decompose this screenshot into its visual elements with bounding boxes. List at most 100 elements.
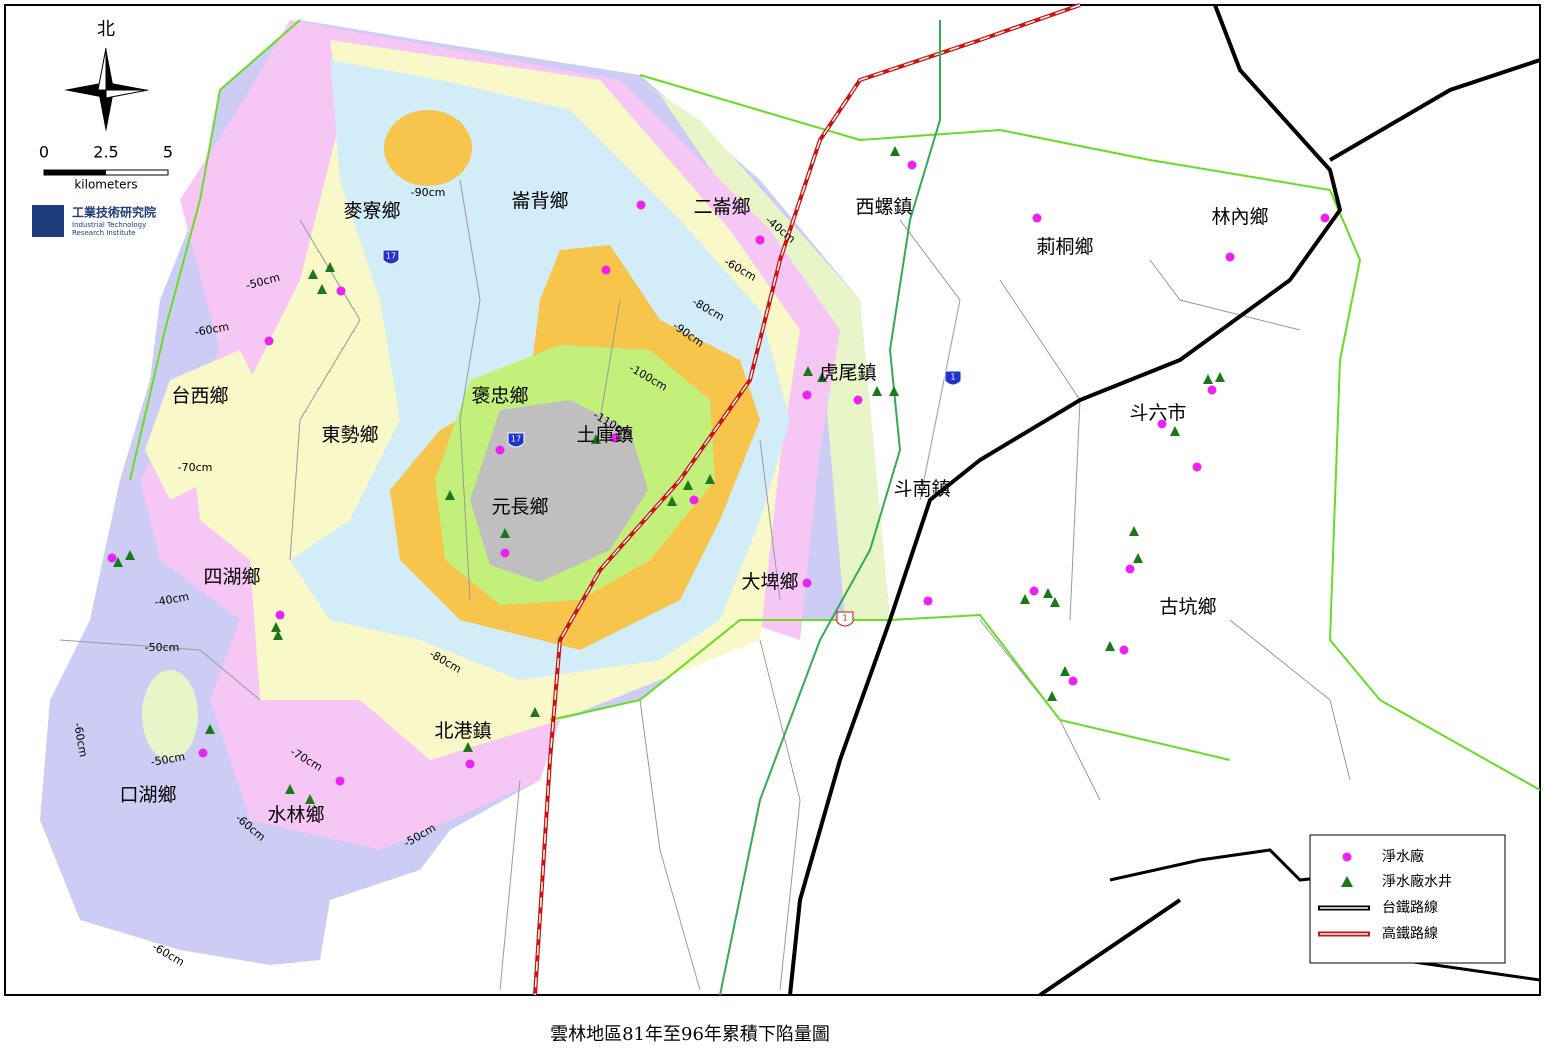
legend-box	[1309, 834, 1506, 964]
scale-tick: 2.5	[93, 143, 118, 162]
water-well-marker	[1060, 666, 1070, 676]
compass: 北	[64, 19, 149, 132]
township-label: 西螺鎮	[855, 196, 912, 218]
water-well-marker	[285, 784, 295, 794]
zone-orange-north	[384, 110, 472, 186]
water-well-marker	[1047, 691, 1057, 701]
water-well-marker	[1170, 426, 1180, 436]
township-label: 口湖鄉	[119, 784, 176, 806]
road-shield-label: 1	[842, 614, 847, 623]
township-label: 四湖鄉	[203, 566, 260, 588]
legend-label: 淨水廠	[1382, 848, 1424, 865]
water-plant-marker	[802, 578, 812, 588]
water-plant-marker	[755, 235, 765, 245]
water-well-marker	[683, 480, 693, 490]
water-well-marker	[445, 490, 455, 500]
water-plant-marker	[495, 445, 505, 455]
water-plant-marker	[907, 160, 917, 170]
water-well-marker	[271, 622, 281, 632]
water-well-marker	[889, 386, 899, 396]
water-plant-marker	[636, 200, 646, 210]
logo: 工業技術研究院 Industrial Technology Research I…	[32, 205, 156, 237]
highway	[719, 20, 941, 996]
scale-bar-segment	[44, 170, 106, 175]
compass-needle	[97, 47, 107, 91]
water-plant-marker	[465, 759, 475, 769]
contour-label: -40cm	[154, 590, 190, 609]
road-shield-label: 17	[386, 252, 396, 261]
township-label: 北港鎮	[434, 720, 491, 742]
water-plant-marker	[1029, 586, 1039, 596]
logo-english: Industrial Technology	[72, 221, 146, 229]
water-plant-marker	[689, 495, 699, 505]
tra-line	[788, 4, 1343, 996]
water-plant-marker	[601, 265, 611, 275]
caption: 雲林地區81年至96年累積下陷量圖	[550, 1024, 830, 1045]
water-plant-marker	[609, 433, 619, 443]
water-plant-marker	[853, 395, 863, 405]
facility-markers	[107, 146, 1330, 804]
road-shield-label: 1	[950, 373, 955, 382]
scale-tick: 5	[163, 143, 173, 162]
water-well-marker	[113, 557, 123, 567]
water-well-marker	[205, 724, 215, 734]
water-well-marker	[1203, 374, 1213, 384]
road-shield	[944, 370, 962, 386]
contour-label: -50cm	[150, 750, 186, 769]
water-well-marker	[872, 386, 882, 396]
water-plant-marker	[1192, 462, 1202, 472]
water-plant-marker	[802, 390, 812, 400]
township-label: 台西鄉	[171, 385, 228, 407]
water-plant-marker	[335, 776, 345, 786]
water-well-marker	[463, 742, 473, 752]
township-label: 二崙鄉	[693, 196, 750, 218]
water-plant-marker	[1068, 676, 1078, 686]
legend-label: 台鐵路線	[1382, 899, 1438, 916]
township-label: 虎尾鎮	[819, 362, 876, 384]
water-well-marker	[803, 366, 813, 376]
subsidence-zones	[40, 20, 890, 965]
water-well-marker	[1043, 588, 1053, 598]
water-well-marker	[500, 528, 510, 538]
water-well-marker	[317, 284, 327, 294]
legend-label: 高鐵路線	[1382, 925, 1438, 942]
township-label: 褒忠鄉	[471, 385, 528, 407]
water-well-marker	[1020, 594, 1030, 604]
scale-unit: kilometers	[74, 178, 137, 192]
tra-line	[1038, 58, 1541, 997]
zone-pale-green-south	[142, 670, 198, 760]
township-label: 崙背鄉	[511, 190, 568, 212]
logo-name: 工業技術研究院	[72, 205, 156, 220]
township-label: 斗南鎮	[893, 478, 950, 500]
water-plant-marker	[923, 596, 933, 606]
road-shield	[507, 432, 525, 448]
compass-needle	[105, 89, 149, 99]
contour-label: -70cm	[178, 461, 213, 474]
boundaries	[59, 19, 1541, 991]
water-well-marker	[1105, 641, 1115, 651]
rail-lines	[533, 3, 1541, 997]
township-label: 麥寮鄉	[343, 200, 400, 222]
water-well-marker	[817, 372, 827, 382]
legend: 淨水廠 淨水廠水井 台鐵路線 高鐵路線	[1309, 834, 1506, 964]
water-well-marker	[591, 434, 601, 444]
water-plant-marker	[198, 748, 208, 758]
water-well-marker	[667, 496, 677, 506]
water-well-marker	[1133, 553, 1143, 563]
water-plant-marker	[264, 336, 274, 346]
water-plant-marker	[1207, 385, 1217, 395]
township-label: 莿桐鄉	[1036, 236, 1093, 258]
water-plant-marker	[1119, 645, 1129, 655]
county-boundary	[129, 19, 1541, 791]
water-well-marker	[308, 269, 318, 279]
water-well-marker	[305, 794, 315, 804]
township-label: 東勢鄉	[321, 424, 378, 446]
zone-pale-green	[630, 75, 890, 620]
road-shield	[382, 249, 400, 265]
township-label: 斗六市	[1129, 402, 1186, 424]
water-plant-marker	[1157, 419, 1167, 429]
logo-english: Research Institute	[72, 229, 135, 237]
township-label: 古坑鄉	[1159, 596, 1216, 618]
